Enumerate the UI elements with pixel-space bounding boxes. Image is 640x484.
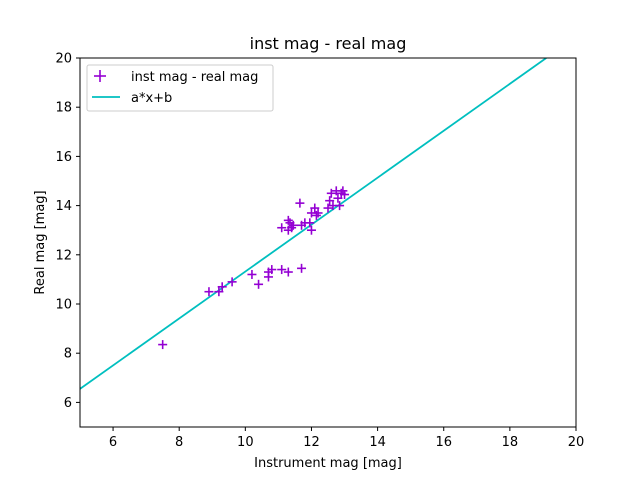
- scatter-point: [297, 263, 307, 273]
- y-tick-label: 8: [64, 347, 72, 362]
- y-tick-label: 18: [55, 101, 72, 116]
- y-tick-label: 12: [55, 248, 72, 263]
- scatter-point: [340, 190, 350, 200]
- scatter-point: [217, 282, 227, 292]
- scatter-point: [214, 287, 224, 297]
- legend-label-scatter: inst mag - real mag: [131, 70, 258, 85]
- scatter-point: [267, 265, 277, 275]
- x-tick-label: 16: [435, 435, 452, 450]
- legend-marker-scatter: [94, 70, 106, 82]
- x-tick-label: 12: [303, 435, 320, 450]
- axis-ticks: 6 8 10 12 14 16 18 20 6 8 10 12 14 16 18 20: [55, 52, 584, 451]
- plot-area: [80, 58, 547, 390]
- x-tick-label: 14: [369, 435, 386, 450]
- y-tick-label: 14: [55, 199, 72, 214]
- y-tick-label: 6: [64, 396, 72, 411]
- scatter-point: [326, 188, 336, 198]
- scatter-point: [277, 223, 287, 233]
- y-axis-label: Real mag [mag]: [33, 190, 48, 294]
- legend-box: [86, 64, 274, 112]
- scatter-point: [313, 208, 323, 218]
- y-tick-label: 16: [55, 150, 72, 165]
- x-tick-label: 10: [237, 435, 254, 450]
- chart-title: inst mag - real mag: [250, 34, 407, 53]
- scatter-point: [306, 225, 316, 235]
- scatter-point: [227, 277, 237, 287]
- scatter-point: [247, 269, 257, 279]
- scatter-point: [283, 267, 293, 277]
- legend-label-line: a*x+b: [131, 91, 172, 106]
- scatter-point: [310, 203, 320, 213]
- plot-frame: [79, 57, 577, 428]
- scatter-point: [277, 265, 287, 275]
- scatter-point: [254, 279, 264, 289]
- scatter-point: [204, 287, 214, 297]
- x-tick-label: 6: [109, 435, 117, 450]
- scatter-point: [158, 340, 168, 350]
- legend: inst mag - real mag a*x+b: [86, 64, 274, 112]
- x-tick-label: 8: [175, 435, 183, 450]
- scatter-point: [295, 198, 305, 208]
- scatter-point: [333, 193, 343, 203]
- scatter-point: [323, 203, 333, 213]
- scatter-point: [325, 196, 335, 206]
- scatter-point: [283, 215, 293, 225]
- scatter-point: [305, 218, 315, 228]
- x-tick-label: 20: [568, 435, 585, 450]
- scatter-point: [288, 220, 298, 230]
- scatter-point: [335, 201, 345, 211]
- y-tick-label: 20: [55, 52, 72, 67]
- y-tick-label: 10: [55, 298, 72, 313]
- x-tick-label: 18: [502, 435, 519, 450]
- x-axis-label: Instrument mag [mag]: [254, 456, 402, 471]
